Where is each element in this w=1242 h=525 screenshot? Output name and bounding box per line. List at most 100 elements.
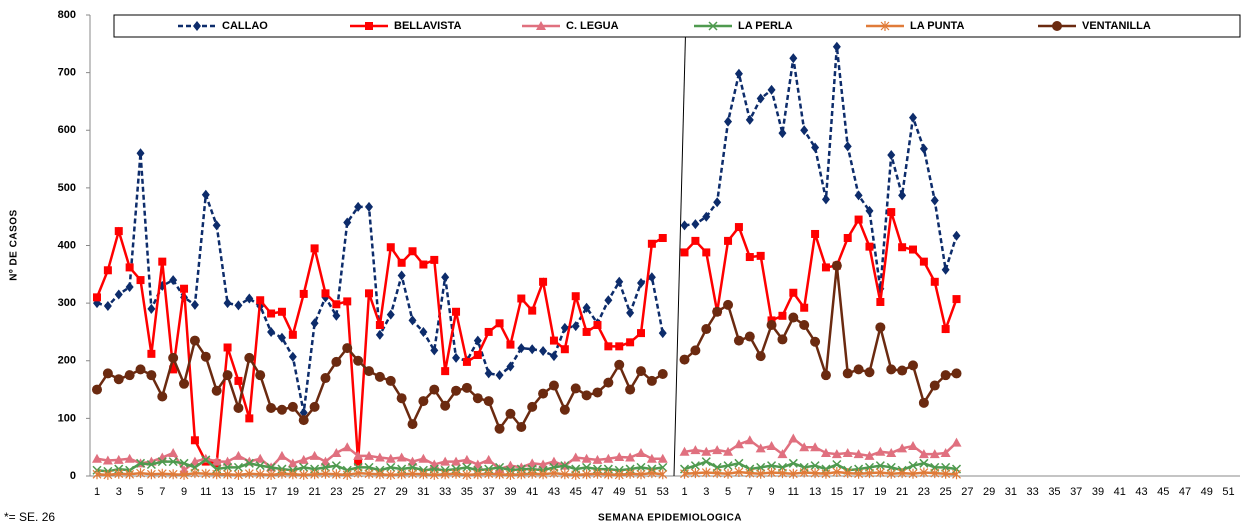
legend-marker <box>708 21 718 31</box>
data-point <box>473 350 482 359</box>
x-tick-label: 17 <box>852 486 864 498</box>
data-point <box>440 400 451 411</box>
data-point <box>135 458 146 468</box>
data-point <box>429 384 440 395</box>
footnote: *= SE. 26 <box>4 510 55 524</box>
y-tick-label: 300 <box>58 297 76 309</box>
data-point <box>614 451 625 461</box>
legend-label: CALLAO <box>222 20 268 32</box>
data-point <box>353 355 364 366</box>
data-point <box>103 301 112 312</box>
data-point <box>909 245 917 254</box>
data-point <box>592 454 603 464</box>
series-line <box>684 46 958 289</box>
data-point <box>581 390 592 401</box>
data-point <box>952 469 961 480</box>
data-point <box>603 377 614 388</box>
x-tick-label: 9 <box>181 486 187 498</box>
y-tick-label: 100 <box>58 412 76 424</box>
data-point <box>592 387 603 398</box>
x-tick-label: 5 <box>137 486 143 498</box>
data-point <box>789 53 798 64</box>
data-point <box>657 369 668 380</box>
x-tick-label: 41 <box>1114 486 1126 498</box>
data-point <box>397 469 407 480</box>
data-point <box>354 201 363 212</box>
data-point <box>919 257 928 266</box>
x-tick-label: 39 <box>504 486 516 498</box>
data-point <box>505 408 516 419</box>
data-point <box>495 370 504 381</box>
data-point <box>343 297 352 306</box>
legend-label: VENTANILLA <box>1082 20 1151 32</box>
data-point <box>810 336 821 347</box>
data-point <box>875 467 885 478</box>
data-point <box>114 227 123 236</box>
data-point <box>408 468 417 479</box>
y-tick-label: 600 <box>58 124 76 136</box>
data-point <box>690 445 701 455</box>
data-point <box>777 449 788 459</box>
data-point <box>593 321 602 330</box>
data-point <box>625 452 636 462</box>
data-point <box>853 364 864 375</box>
y-tick-label: 400 <box>58 239 76 251</box>
data-point <box>680 220 689 231</box>
x-tick-label: 27 <box>961 486 973 498</box>
data-point <box>571 469 581 480</box>
data-point <box>789 288 798 297</box>
data-point <box>353 468 363 479</box>
x-tick-label: 29 <box>983 486 995 498</box>
data-point <box>865 468 874 479</box>
data-point <box>310 244 319 253</box>
x-tick-label: 19 <box>287 486 299 498</box>
data-point <box>103 266 112 275</box>
data-point <box>332 310 341 321</box>
data-point <box>419 260 428 269</box>
data-point <box>723 468 733 479</box>
data-point <box>343 217 352 228</box>
data-point <box>755 351 766 362</box>
data-point <box>386 243 395 252</box>
data-point <box>114 468 124 479</box>
data-point <box>810 442 821 452</box>
data-point <box>440 469 450 480</box>
data-point <box>799 467 809 478</box>
data-point <box>811 229 820 238</box>
data-point <box>484 327 493 336</box>
data-point <box>169 275 178 286</box>
data-point <box>744 435 755 445</box>
data-point <box>919 143 928 154</box>
x-tick-label: 45 <box>570 486 582 498</box>
data-point <box>626 307 635 318</box>
data-point <box>364 468 374 479</box>
data-point <box>570 383 581 394</box>
period-divider <box>673 14 687 477</box>
data-point <box>701 324 712 335</box>
data-point <box>189 335 200 346</box>
data-point <box>647 468 657 479</box>
data-point <box>234 469 243 480</box>
data-point <box>407 456 418 466</box>
x-tick-label: 39 <box>1092 486 1104 498</box>
data-point <box>930 195 939 206</box>
data-point <box>452 307 461 316</box>
data-point <box>952 230 961 241</box>
data-point <box>713 197 722 208</box>
data-point <box>603 453 614 463</box>
data-point <box>146 459 156 470</box>
x-tick-label: 15 <box>243 486 255 498</box>
data-point <box>886 462 896 472</box>
data-point <box>637 277 645 288</box>
data-point <box>539 345 548 356</box>
y-tick-label: 200 <box>58 355 76 367</box>
data-point <box>396 452 407 462</box>
data-point <box>875 322 886 333</box>
data-point <box>517 343 526 354</box>
data-point <box>560 461 570 471</box>
data-point <box>886 364 897 375</box>
data-point <box>560 345 569 354</box>
data-point <box>560 322 569 333</box>
data-point <box>636 366 646 377</box>
y-tick-label: 0 <box>70 470 76 482</box>
